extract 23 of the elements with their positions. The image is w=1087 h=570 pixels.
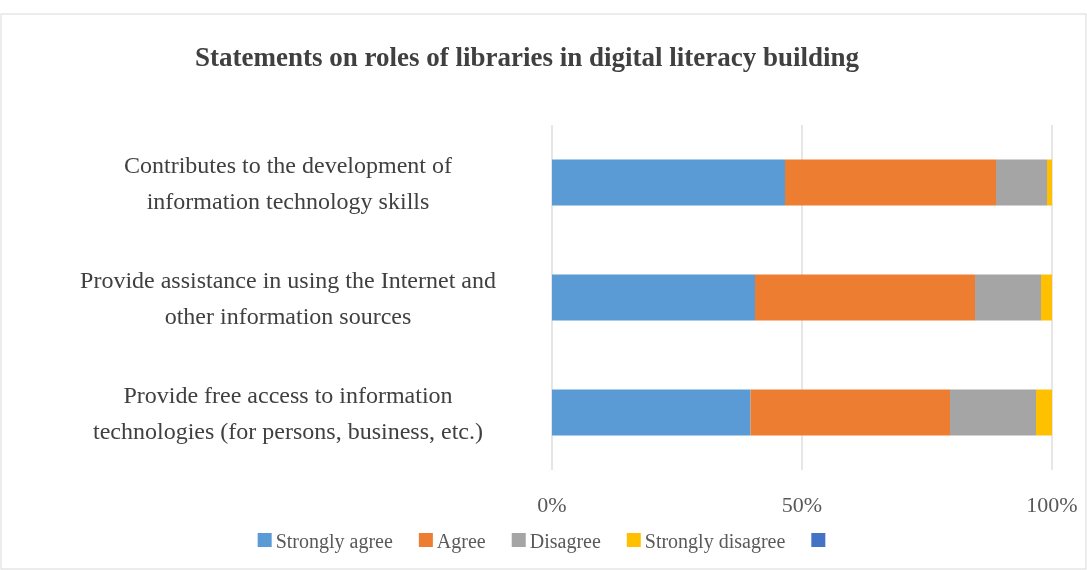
- bar: [1041, 274, 1052, 321]
- y-tick-label: Provide assistance in using the Internet and other information sources: [80, 266, 496, 329]
- bar: [996, 159, 1047, 206]
- chart-title: Statements on roles of libraries in digital literacy building: [195, 42, 860, 72]
- bar: [950, 389, 1036, 436]
- bar: [1036, 389, 1052, 436]
- x-tick-label: 50%: [781, 492, 823, 517]
- bar: [552, 274, 755, 321]
- bar: [755, 274, 975, 321]
- x-tick-label: 0%: [537, 492, 567, 517]
- legend-label: Strongly agree: [275, 530, 393, 553]
- bar: [552, 389, 751, 436]
- legend-label: Strongly disagree: [644, 530, 786, 553]
- bar: [1047, 159, 1052, 206]
- y-tick-label: Provide free access to information technologies (for persons, business, etc.): [93, 381, 483, 444]
- bar: [975, 274, 1041, 321]
- y-tick-label: Contributes to the development of information technology skills: [124, 151, 452, 214]
- x-tick-label: 100%: [1026, 492, 1078, 517]
- bar: [552, 159, 785, 206]
- legend-label: Disagree: [529, 530, 601, 553]
- bar: [785, 159, 996, 206]
- legend-label: Agree: [436, 530, 486, 553]
- bar: [750, 389, 950, 436]
